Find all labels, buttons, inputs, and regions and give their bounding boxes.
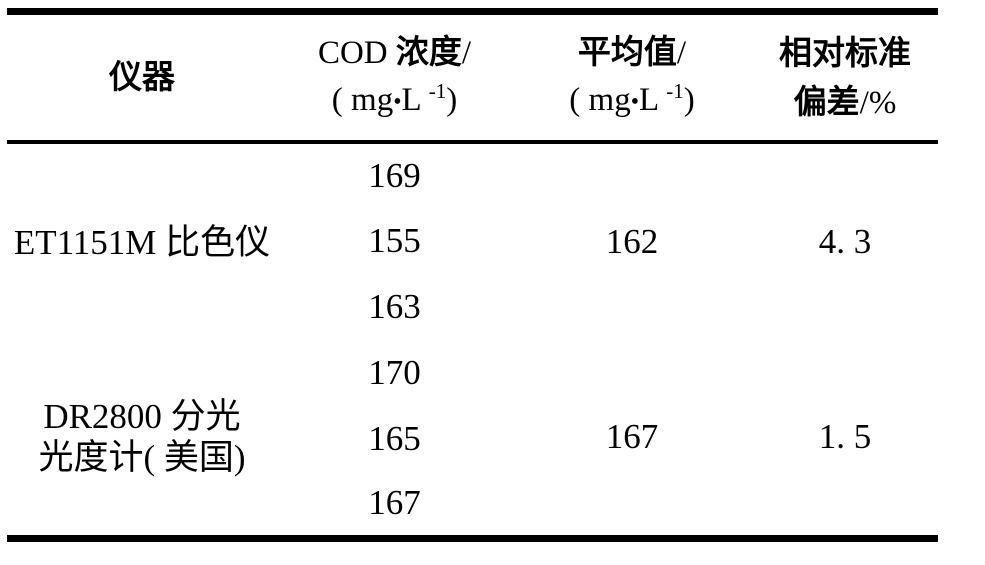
col-header-rsd: 相对标准 偏差/% [752,11,938,144]
cod-comparison-table: 仪器 COD 浓度/ ( mg•L -1) 平均值/ ( mg•L -1) 相对… [7,8,938,542]
cod-value-cell: 169 [368,156,421,195]
cod-value-cell: 167 [368,483,421,523]
col-header-instrument: 仪器 [7,11,277,144]
cod-value-cell: 155 [368,221,421,260]
cod-value-cell: 170 [368,353,421,392]
table-row: 165 [7,406,938,472]
mean-header-title: 平均值/ [577,33,687,72]
superscript-exponent: -1 [428,79,447,104]
instrument-header-label: 仪器 [109,58,175,95]
instrument-cell-dr2800: DR2800 分光 光度计( 美国) [7,340,277,538]
cod-header-unit: ( mg•L -1) [331,79,458,119]
mean-header-unit: ( mg•L -1) [569,79,695,119]
rsd-value-cell: 4. 3 [818,222,872,261]
instrument-name-line: DR2800 分光 [43,397,241,437]
middle-dot: • [630,89,640,116]
header-row: 仪器 COD 浓度/ ( mg•L -1) 平均值/ ( mg•L -1) 相对… [7,11,938,144]
instrument-name-line: 光度计( 美国) [38,438,246,478]
table-row: ET1151M 比色仪 169 162 4. 3 [7,142,938,262]
col-header-cod-concentration: COD 浓度/ ( mg•L -1) [277,11,512,144]
table-row: DR2800 分光 光度计( 美国) 170 167 1. 5 [7,340,938,477]
superscript-exponent: -1 [666,79,684,104]
table-row: 167 [7,472,938,538]
cod-header-title: COD 浓度/ [317,33,472,72]
cod-value-cell: 165 [368,419,421,458]
rsd-header-line2: 偏差/% [793,82,897,121]
table-row: 155 [7,208,938,274]
mean-value-cell: 167 [605,417,659,457]
table-row: 163 [7,274,938,340]
instrument-cell-et1151m: ET1151M 比色仪 [7,142,277,340]
instrument-name-line: ET1151M 比色仪 [13,222,271,262]
mean-value-cell: 162 [605,222,659,261]
cod-value-cell: 163 [368,287,421,326]
col-header-mean: 平均值/ ( mg•L -1) [512,11,752,144]
middle-dot: • [393,89,402,116]
rsd-header-line1: 相对标准 [779,33,911,71]
rsd-value-cell: 1. 5 [818,417,872,457]
